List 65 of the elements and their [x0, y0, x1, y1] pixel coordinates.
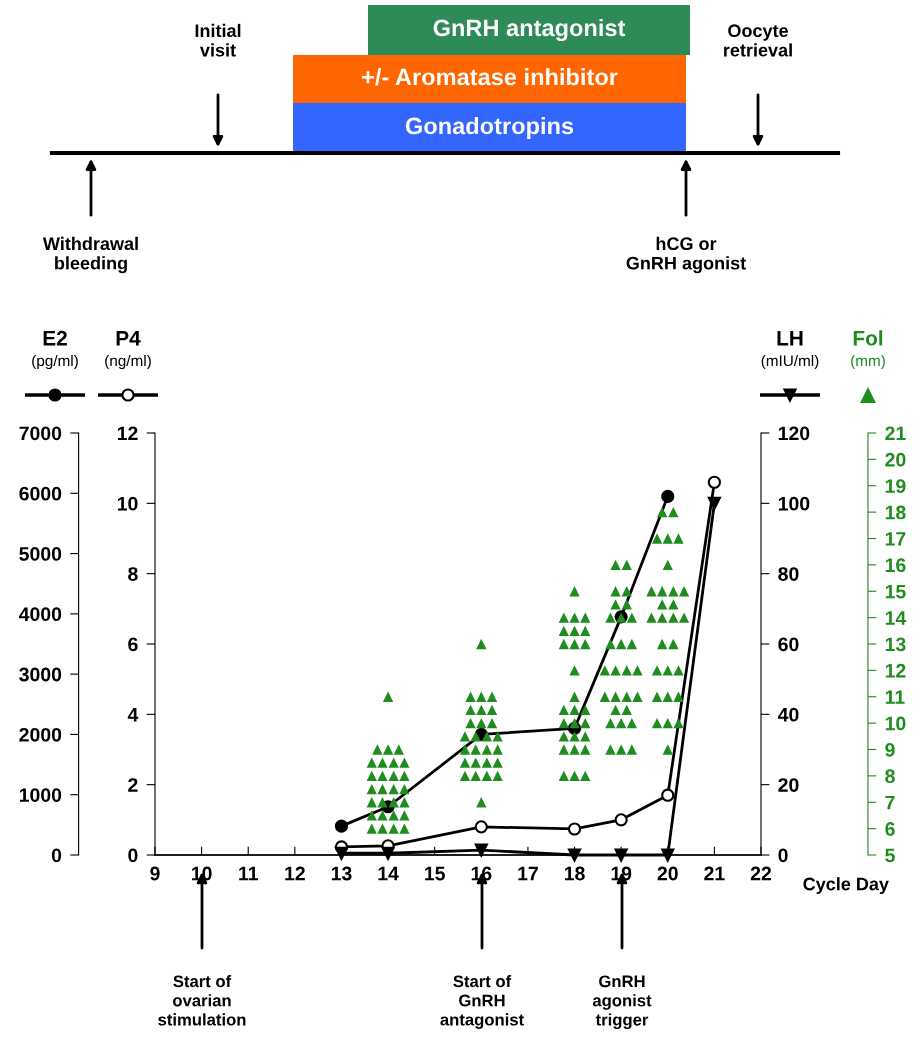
text: Withdrawal bleeding — [42, 236, 138, 274]
y-tick-label: 9 — [885, 742, 895, 757]
y3-tick-label: 120 — [778, 426, 810, 441]
y-tick-label: 2000 — [19, 727, 62, 742]
y3-tick-label: 60 — [778, 637, 799, 652]
y-tick-label: 18 — [885, 505, 906, 520]
y2-tick-label: 2 — [128, 778, 138, 792]
y-tick-label: 1000 — [19, 788, 62, 802]
y2-tick-label: 0 — [128, 848, 138, 863]
y3-tick-label: 0 — [778, 848, 788, 863]
y-tick-label: 21 — [885, 426, 906, 441]
x-tick-label: 20 — [657, 866, 678, 881]
x-axis-title: Cycle Day — [803, 877, 889, 894]
text: hCG or GnRH agonist — [626, 236, 746, 274]
y-tick-label: 3000 — [19, 667, 62, 682]
y-tick-label: 10 — [885, 716, 906, 731]
y3-tick-label: 80 — [778, 567, 799, 581]
y-tick-label: 8 — [885, 769, 895, 784]
y3-tick-label: 40 — [777, 707, 799, 722]
y2-tick-label: 4 — [127, 708, 139, 722]
y-axis-title: E2 (pg/ml) — [32, 330, 78, 370]
x-tick-label: 14 — [378, 866, 399, 881]
y-tick-label: 20 — [885, 452, 906, 467]
y2-tick-label: 8 — [128, 567, 138, 581]
y-tick-label: 0 — [51, 848, 62, 863]
y-tick-label: 16 — [885, 558, 906, 573]
y-tick-label: 17 — [885, 532, 906, 546]
text: Initial visit — [195, 23, 241, 57]
y3-axis-title: LH (mIU/ml) — [761, 331, 819, 370]
text: GnRH agonist trigger — [592, 975, 652, 1029]
y-axis-title: Fol (mm) — [851, 330, 885, 370]
y2-axis-title: P4 (ng/ml) — [105, 331, 151, 370]
y-tick-label: 11 — [885, 690, 905, 704]
text: Oocyte retrieval — [724, 24, 792, 57]
y3-tick-label: 20 — [778, 778, 799, 792]
text: Start of GnRH antagonist — [440, 975, 524, 1029]
y-tick-label: 7000 — [19, 426, 62, 441]
text: Gonadotropins — [405, 117, 574, 139]
text: Start of ovarian stimulation — [158, 975, 246, 1026]
y-tick-label: 19 — [885, 479, 906, 493]
x-tick-label: 21 — [704, 866, 725, 881]
y-tick-label: 5 — [885, 848, 895, 863]
text: GnRH antagonist — [433, 18, 626, 42]
y-tick-label: 12 — [885, 663, 906, 678]
x-tick-label: 12 — [285, 866, 305, 881]
y2-tick-label: 12 — [117, 426, 138, 441]
x-tick-label: 13 — [331, 866, 352, 881]
x-tick-label: 17 — [518, 866, 538, 881]
y2-tick-label: 6 — [128, 637, 138, 652]
y2-tick-label: 10 — [117, 496, 138, 511]
y-tick-label: 6000 — [19, 486, 62, 501]
y-tick-label: 7 — [885, 795, 895, 810]
y-tick-label: 13 — [885, 637, 906, 652]
y-tick-label: 15 — [885, 584, 906, 599]
x-tick-label: 22 — [750, 866, 772, 881]
y-tick-label: 4000 — [18, 607, 62, 622]
text: +/- Aromatase inhibitor — [362, 68, 618, 86]
x-tick-label: 9 — [150, 866, 160, 881]
y-tick-label: 14 — [885, 611, 907, 625]
x-tick-label: 18 — [564, 866, 585, 881]
y3-tick-label: 100 — [778, 496, 810, 511]
x-tick-label: 15 — [425, 866, 445, 881]
y-tick-label: 6 — [885, 822, 895, 836]
y-tick-label: 5000 — [19, 547, 62, 561]
x-tick-label: 11 — [239, 866, 258, 881]
